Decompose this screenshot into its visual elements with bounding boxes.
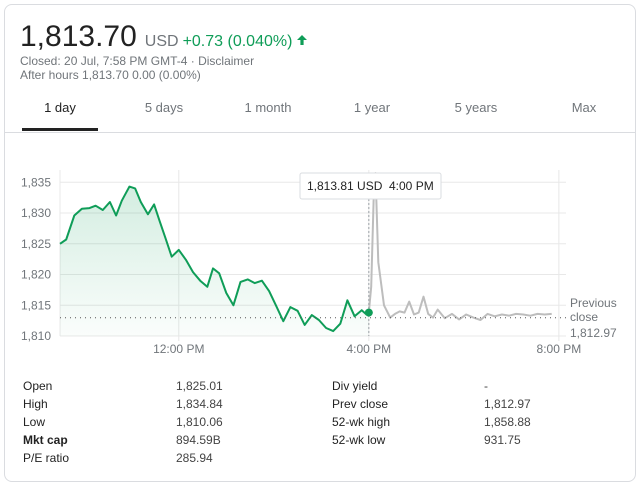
y-tick-label: 1,820 bbox=[21, 268, 51, 282]
currency-label: USD bbox=[144, 33, 179, 50]
stat-value: - bbox=[484, 379, 488, 393]
range-tabs: 1 day 5 days 1 month 1 year 5 years Max bbox=[4, 90, 636, 133]
stat-label: 52-wk low bbox=[332, 433, 386, 447]
active-tab-indicator bbox=[22, 128, 98, 131]
y-tick-label: 1,830 bbox=[21, 206, 51, 220]
price-chart[interactable]: 1,810 1,815 1,820 1,825 1,830 1,835 12:00 PM 4:… bbox=[0, 150, 641, 365]
stat-value: 1,834.84 bbox=[176, 397, 223, 411]
arrow-up-icon bbox=[296, 33, 308, 51]
closed-info: Closed: 20 Jul, 7:58 PM GMT-4 · Disclaim… bbox=[20, 54, 255, 68]
tooltip-time: 4:00 PM bbox=[389, 179, 434, 193]
tooltip-box bbox=[299, 172, 442, 200]
stat-value: 1,858.88 bbox=[484, 415, 531, 429]
after-hours-info: After hours 1,813.70 0.00 (0.00%) bbox=[20, 68, 201, 82]
previous-close-label: close bbox=[570, 310, 598, 324]
stat-value: 1,812.97 bbox=[484, 397, 531, 411]
stat-label: Open bbox=[23, 379, 53, 393]
stat-value: 1,825.01 bbox=[176, 379, 223, 393]
stat-value: 1,810.06 bbox=[176, 415, 223, 429]
tab-max[interactable]: Max bbox=[571, 100, 597, 115]
regular-session-area bbox=[60, 186, 369, 336]
tab-5-days[interactable]: 5 days bbox=[144, 100, 184, 115]
tab-5-years[interactable]: 5 years bbox=[454, 100, 498, 115]
tab-1-day[interactable]: 1 day bbox=[44, 100, 76, 115]
price-change: +0.73 (0.040%) bbox=[182, 33, 293, 50]
stat-label: High bbox=[23, 397, 48, 411]
y-tick-label: 1,835 bbox=[21, 175, 51, 189]
x-tick-label: 4:00 PM bbox=[346, 342, 391, 356]
regular-session-line bbox=[59, 185, 370, 333]
tab-1-month[interactable]: 1 month bbox=[244, 100, 292, 115]
stat-value: 285.94 bbox=[176, 451, 213, 465]
stat-label: Div yield bbox=[332, 379, 378, 393]
previous-close-label: Previous bbox=[570, 296, 617, 310]
y-tick-label: 1,815 bbox=[21, 298, 51, 312]
stat-label: Mkt cap bbox=[23, 433, 68, 447]
stat-value: 894.59B bbox=[176, 433, 221, 447]
stat-label: Low bbox=[23, 415, 46, 429]
x-tick-label: 12:00 PM bbox=[153, 342, 204, 356]
stat-label: 52-wk high bbox=[332, 415, 391, 429]
price-row: 1,813.70 USD +0.73 (0.040%) bbox=[20, 22, 308, 52]
stat-label: P/E ratio bbox=[23, 451, 70, 465]
previous-close-value: 1,812.97 bbox=[570, 326, 617, 340]
y-tick-label: 1,810 bbox=[21, 329, 51, 343]
y-tick-label: 1,825 bbox=[21, 237, 51, 251]
stat-value: 931.75 bbox=[484, 433, 521, 447]
tab-1-year[interactable]: 1 year bbox=[353, 100, 391, 115]
current-price: 1,813.70 bbox=[20, 20, 137, 53]
hover-point bbox=[364, 308, 373, 317]
tooltip-value: 1,813.81 USD bbox=[307, 179, 383, 193]
after-hours-line bbox=[367, 172, 552, 321]
x-tick-label: 8:00 PM bbox=[537, 342, 582, 356]
stat-label: Prev close bbox=[332, 397, 389, 411]
